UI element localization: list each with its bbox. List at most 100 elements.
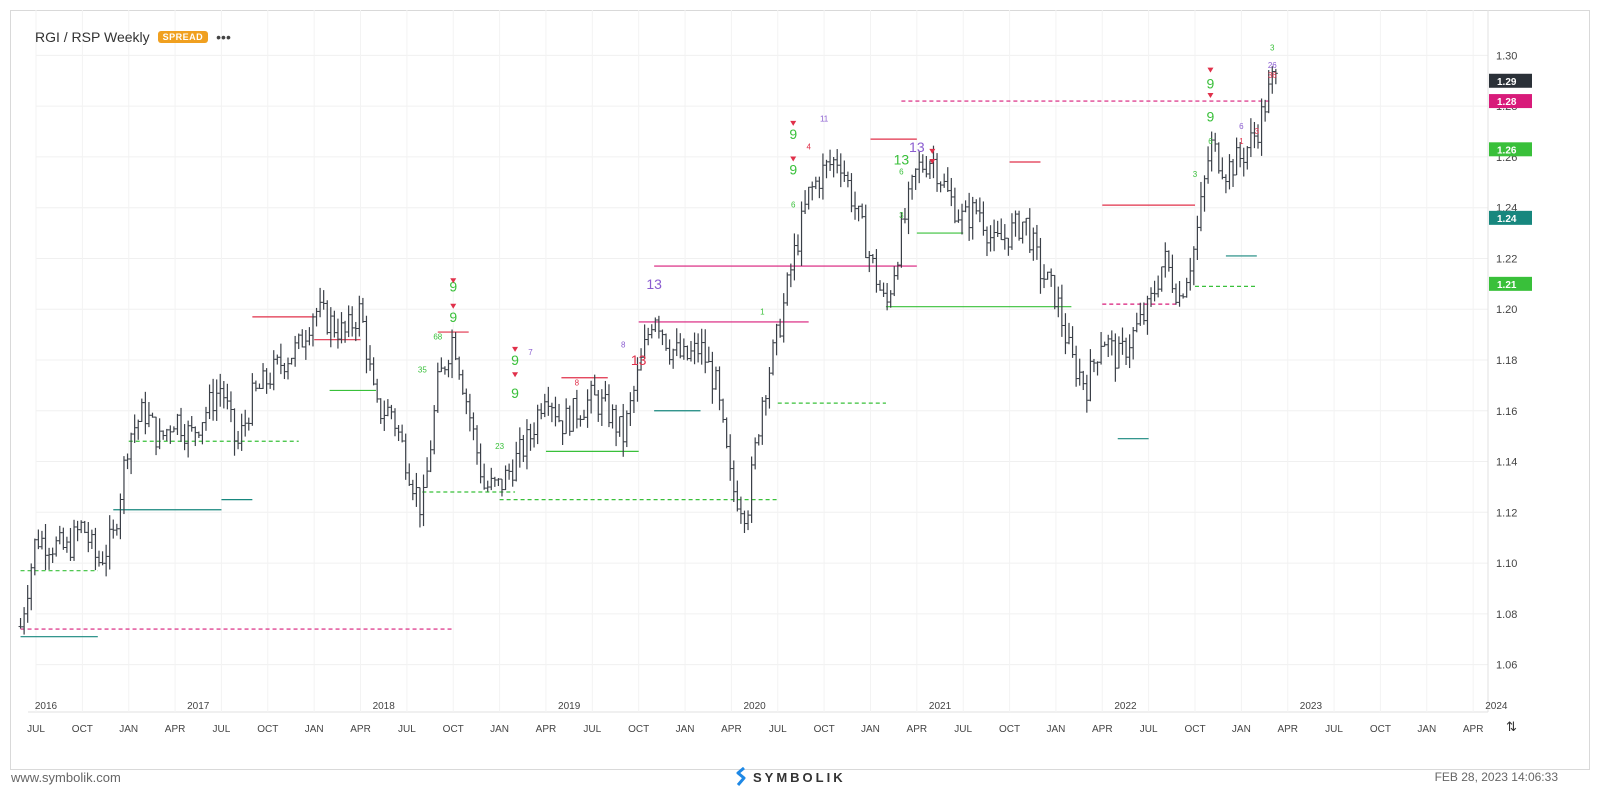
ohlc-bar — [860, 203, 865, 219]
ohlc-bar — [1024, 217, 1029, 236]
ohlc-bar — [1038, 237, 1043, 294]
y-tick-label: 1.10 — [1496, 558, 1517, 570]
ohlc-bar — [368, 345, 373, 371]
ohlc-bar — [924, 155, 929, 178]
x-tick-month: JAN — [1232, 724, 1251, 735]
x-tick-month: APR — [907, 724, 928, 735]
count-label: 13 — [646, 276, 662, 292]
ohlc-bar — [453, 332, 458, 361]
ohlc-bar — [1077, 358, 1082, 386]
ohlc-bar — [945, 167, 950, 192]
ohlc-bar — [781, 293, 786, 343]
ohlc-bar — [849, 173, 854, 213]
timeframe-label: Weekly — [103, 29, 150, 45]
site-url[interactable]: www.symbolik.com — [11, 770, 121, 785]
ohlc-bar — [1091, 358, 1096, 373]
count-label: 9 — [449, 278, 457, 294]
price-tag: 1.26 — [1489, 142, 1532, 157]
ohlc-bar — [963, 200, 968, 213]
ohlc-bar — [557, 403, 562, 423]
symbol-title[interactable]: RGI / RSP Weekly — [35, 29, 150, 45]
ohlc-bar — [606, 384, 611, 428]
ohlc-bar — [392, 408, 397, 437]
ohlc-bar — [286, 357, 291, 380]
ohlc-bar — [303, 329, 308, 360]
ohlc-bar — [1245, 146, 1250, 170]
ohlc-bar — [1102, 341, 1107, 347]
ohlc-bar — [268, 372, 273, 389]
ohlc-bar — [795, 234, 800, 256]
ohlc-bar — [510, 459, 515, 487]
ohlc-bar — [1088, 349, 1093, 402]
price-tag: 1.29 — [1489, 73, 1532, 88]
x-tick-month: JUL — [583, 724, 601, 735]
ohlc-bar — [1163, 242, 1168, 278]
ohlc-bar — [25, 584, 30, 623]
brand-logo: SYMBOLIK — [735, 767, 846, 787]
count-label: 26 — [1268, 61, 1277, 70]
ohlc-bar — [1042, 264, 1047, 289]
price-tag: 1.21 — [1489, 276, 1532, 291]
x-tick-month: APR — [536, 724, 557, 735]
ohlc-bar — [1173, 283, 1178, 305]
ohlc-bar — [47, 547, 52, 570]
ohlc-bar — [1223, 174, 1228, 194]
ohlc-bar — [221, 381, 226, 409]
sell-marker — [1207, 93, 1214, 98]
ohlc-bar — [507, 463, 512, 480]
ohlc-bar — [467, 393, 472, 432]
ohlc-bar — [293, 335, 298, 367]
ohlc-bar — [1120, 327, 1125, 355]
ohlc-bar — [353, 321, 358, 342]
ohlc-bar — [546, 386, 551, 416]
footer: www.symbolik.com SYMBOLIK FEB 28, 2023 1… — [0, 767, 1600, 811]
ohlc-bar — [938, 181, 943, 193]
ohlc-bar — [574, 389, 579, 429]
ohlc-bar — [211, 378, 216, 421]
ohlc-bar — [696, 333, 701, 363]
ohlc-bar — [72, 519, 77, 561]
ohlc-bar — [93, 527, 98, 571]
ohlc-bar — [371, 357, 376, 386]
symbol-pair: RGI / RSP — [35, 29, 101, 45]
ohlc-bar — [532, 422, 537, 448]
x-tick-month: APR — [165, 724, 186, 735]
ohlc-bar — [1231, 158, 1236, 187]
y-tick-label: 1.06 — [1496, 660, 1517, 672]
x-tick-month: JUL — [1325, 724, 1343, 735]
ohlc-bar — [521, 434, 526, 463]
ohlc-bar — [1184, 277, 1189, 298]
ohlc-bar — [460, 369, 465, 395]
chart-header: RGI / RSP Weekly SPREAD ••• — [35, 29, 231, 45]
ohlc-bar — [1263, 99, 1268, 122]
ohlc-bar — [1259, 98, 1264, 156]
ohlc-bar — [332, 310, 337, 338]
ohlc-bar — [236, 430, 241, 450]
price-bars — [18, 66, 1278, 635]
ohlc-bar — [86, 521, 91, 553]
x-tick-year: 2021 — [929, 701, 952, 712]
ohlc-bar — [828, 149, 833, 171]
ohlc-bar — [717, 366, 722, 411]
ohlc-bar — [560, 420, 565, 446]
ohlc-bar — [713, 366, 718, 390]
ohlc-bar — [346, 305, 351, 338]
ohlc-bar — [917, 151, 922, 184]
more-options-icon[interactable]: ••• — [216, 29, 231, 45]
price-tag-label: 1.29 — [1497, 77, 1517, 88]
ohlc-bar — [935, 153, 940, 192]
ohlc-bar — [835, 149, 840, 174]
count-label: 9 — [789, 162, 797, 178]
swap-axis-icon[interactable]: ⇅ — [1506, 719, 1517, 734]
count-label: 1 — [760, 307, 765, 316]
ohlc-bar — [1198, 181, 1203, 232]
ohlc-bar — [1141, 302, 1146, 325]
ohlc-bar — [1113, 333, 1118, 382]
count-label: 3 — [1270, 43, 1275, 52]
count-label: 9 — [511, 352, 519, 368]
ohlc-bar — [435, 362, 440, 413]
sell-marker — [790, 156, 797, 162]
count-label: 7 — [528, 348, 533, 357]
x-tick-year: 2018 — [373, 701, 396, 712]
